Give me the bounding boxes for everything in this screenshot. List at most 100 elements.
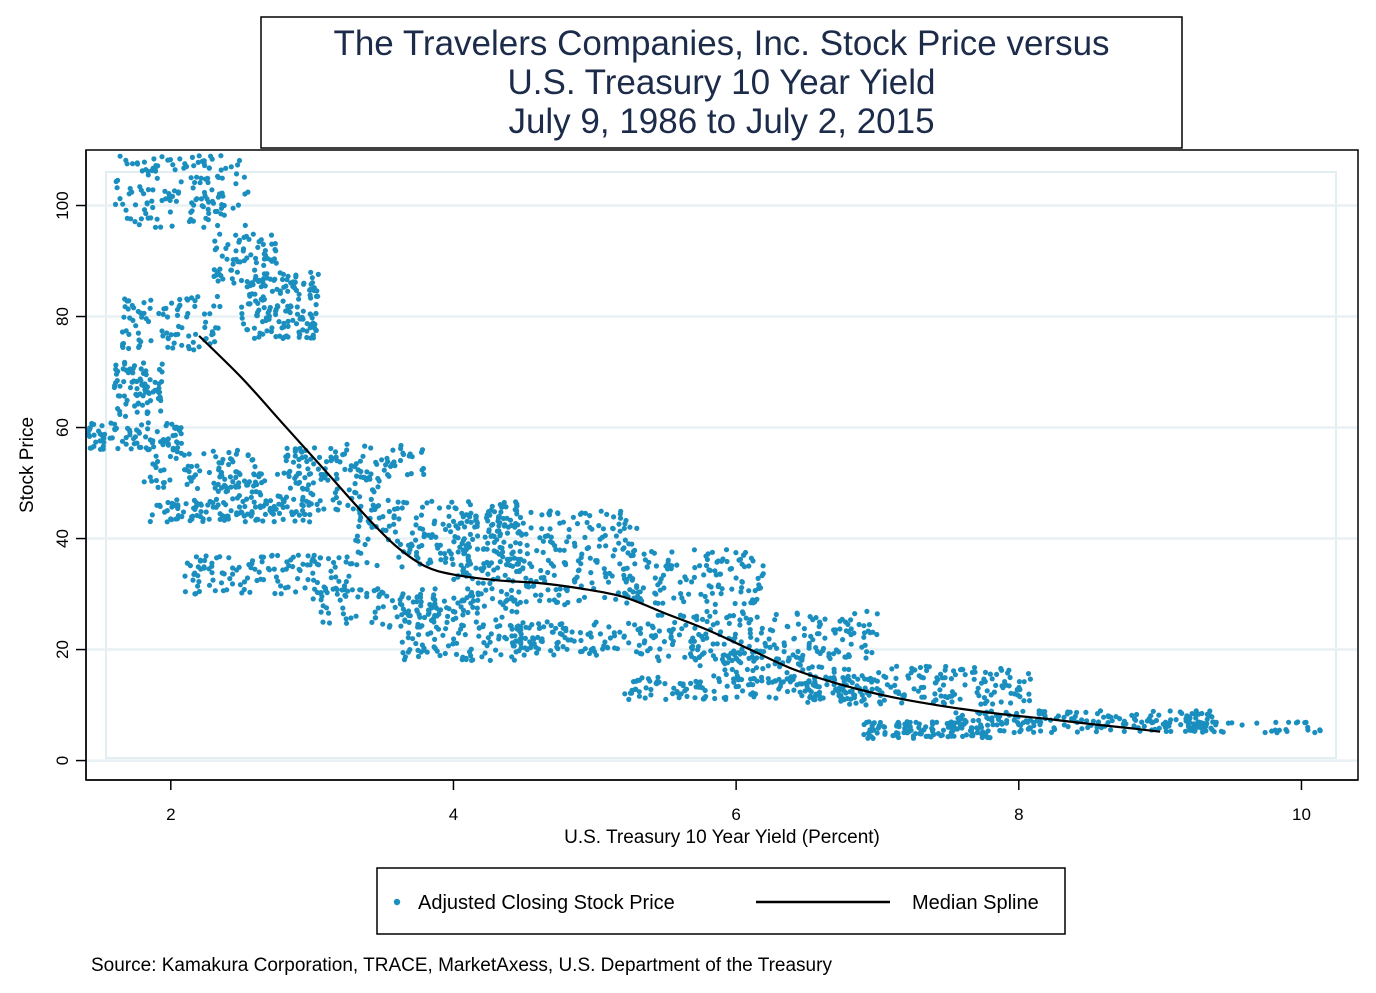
scatter-point [285, 323, 291, 329]
scatter-point [776, 686, 782, 692]
scatter-point [882, 731, 888, 737]
scatter-point [1193, 708, 1199, 714]
legend-point-marker [393, 898, 401, 906]
scatter-point [249, 558, 256, 564]
scatter-point [358, 514, 364, 521]
scatter-point [732, 631, 739, 637]
scatter-point [201, 158, 207, 164]
scatter-point [391, 515, 397, 521]
scatter-point [622, 691, 628, 697]
scatter-point [388, 463, 394, 469]
scatter-point [255, 300, 261, 306]
scatter-point [733, 669, 740, 675]
scatter-point [633, 649, 640, 655]
scatter-point [193, 331, 199, 337]
scatter-point [587, 555, 593, 561]
scatter-point [132, 202, 139, 208]
scatter-point [566, 526, 572, 533]
scatter-point [576, 567, 582, 573]
scatter-point [848, 696, 854, 702]
scatter-point [1129, 712, 1135, 718]
scatter-point [119, 438, 126, 444]
scatter-point [215, 222, 221, 229]
scatter-point [670, 691, 676, 697]
scatter-point [915, 688, 922, 694]
scatter-point [747, 630, 753, 636]
scatter-point [380, 604, 386, 610]
scatter-point [473, 565, 479, 571]
scatter-point [226, 461, 232, 468]
scatter-point [300, 561, 306, 567]
scatter-point [405, 635, 411, 641]
scatter-point [603, 543, 609, 549]
scatter-point [233, 171, 240, 177]
scatter-point [364, 590, 370, 597]
scatter-point [281, 324, 287, 330]
scatter-point [413, 640, 419, 647]
scatter-point [431, 644, 437, 650]
scatter-point [414, 594, 420, 600]
scatter-point [364, 560, 370, 566]
scatter-point [703, 631, 709, 637]
scatter-point [448, 551, 454, 557]
scatter-point [548, 648, 554, 654]
scatter-point [539, 636, 545, 642]
scatter-point [577, 630, 584, 636]
scatter-point [559, 621, 565, 627]
scatter-point [813, 615, 819, 621]
scatter-point [775, 656, 782, 662]
scatter-point [1031, 729, 1037, 735]
scatter-point [787, 679, 794, 685]
scatter-point [332, 449, 339, 455]
scatter-point [398, 445, 404, 452]
scatter-point [428, 534, 434, 541]
scatter-point [586, 650, 593, 657]
scatter-point [535, 634, 541, 641]
scatter-point [864, 719, 870, 726]
scatter-point [123, 435, 129, 441]
scatter-point [653, 563, 660, 569]
scatter-point [304, 486, 310, 492]
scatter-point [354, 562, 360, 568]
scatter-point [273, 311, 279, 318]
scatter-point [1163, 719, 1169, 725]
scatter-point [415, 555, 421, 561]
scatter-point [399, 505, 405, 511]
scatter-point [600, 526, 607, 532]
scatter-point [158, 468, 164, 474]
scatter-point [832, 630, 838, 636]
scatter-point [216, 460, 222, 466]
scatter-point [971, 676, 977, 682]
scatter-point [702, 593, 708, 600]
scatter-point [307, 511, 313, 518]
scatter-point [657, 579, 663, 585]
scatter-point [657, 646, 663, 652]
scatter-point [280, 271, 286, 277]
scatter-point [621, 566, 628, 572]
scatter-point [134, 409, 140, 415]
scatter-point [156, 366, 163, 373]
scatter-point [258, 492, 264, 498]
scatter-point [117, 196, 123, 202]
scatter-point [666, 627, 672, 633]
scatter-point [397, 597, 403, 603]
scatter-point [454, 640, 460, 646]
scatter-point [194, 463, 200, 469]
scatter-point [256, 334, 262, 340]
scatter-point [459, 540, 465, 547]
scatter-point [551, 572, 557, 578]
scatter-point [409, 530, 415, 536]
scatter-point [302, 454, 309, 460]
scatter-point [201, 564, 207, 570]
scatter-point [959, 725, 965, 731]
scatter-point [678, 591, 684, 597]
scatter-point [355, 594, 361, 600]
scatter-point [286, 563, 292, 569]
scatter-point [399, 639, 405, 645]
scatter-point [151, 156, 157, 162]
scatter-point [640, 585, 647, 591]
scatter-point [450, 561, 456, 568]
scatter-point [692, 625, 698, 631]
scatter-point [736, 557, 742, 563]
scatter-point [170, 162, 176, 168]
